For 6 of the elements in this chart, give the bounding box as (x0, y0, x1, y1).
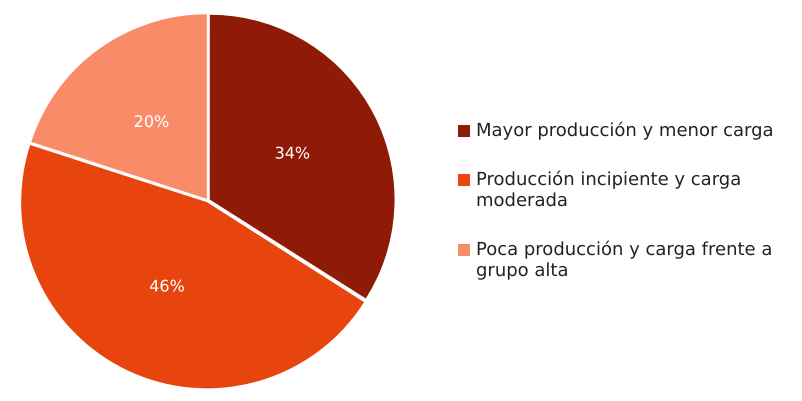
data-label: 46% (149, 276, 185, 296)
legend-label: Mayor producción y menor carga (476, 120, 774, 141)
data-label: 20% (134, 112, 170, 131)
legend-label: Producción incipiente y carga moderada (476, 169, 742, 211)
legend-label: Poca producción y carga frente a grupo alta (476, 239, 774, 281)
data-label: 34% (274, 143, 310, 162)
